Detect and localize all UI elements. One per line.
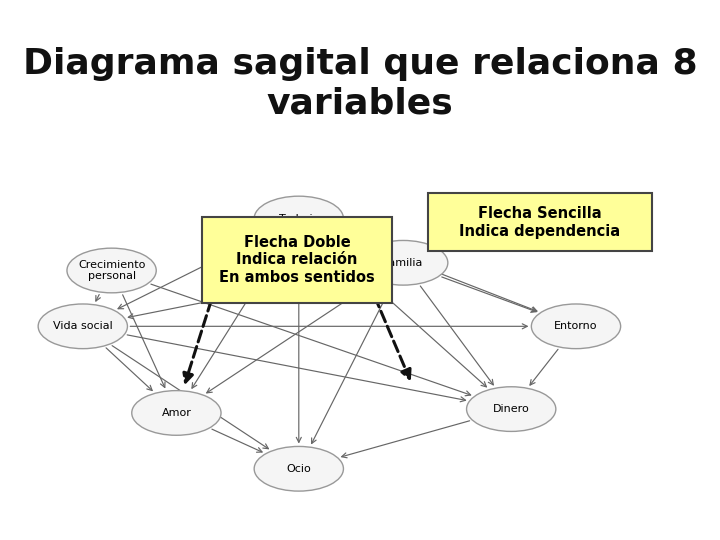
FancyBboxPatch shape [202,217,392,303]
Ellipse shape [38,304,127,349]
Ellipse shape [359,240,448,285]
Text: Flecha Sencilla
Indica dependencia: Flecha Sencilla Indica dependencia [459,206,621,239]
Ellipse shape [132,390,221,435]
Ellipse shape [531,304,621,349]
Text: Familia: Familia [384,258,423,268]
Ellipse shape [254,447,343,491]
Text: Flecha Doble
Indica relación
En ambos sentidos: Flecha Doble Indica relación En ambos se… [219,235,375,285]
Text: Dinero: Dinero [492,404,530,414]
Ellipse shape [254,196,343,241]
Text: Vida social: Vida social [53,321,112,332]
Text: Crecimiento
personal: Crecimiento personal [78,260,145,281]
Text: Trabajo: Trabajo [279,213,319,224]
Text: Entorno: Entorno [554,321,598,332]
Ellipse shape [67,248,156,293]
Ellipse shape [467,387,556,431]
Text: Diagrama sagital que relaciona 8
variables: Diagrama sagital que relaciona 8 variabl… [23,47,697,120]
Text: Amor: Amor [161,408,192,418]
FancyBboxPatch shape [428,193,652,251]
Text: Ocio: Ocio [287,464,311,474]
